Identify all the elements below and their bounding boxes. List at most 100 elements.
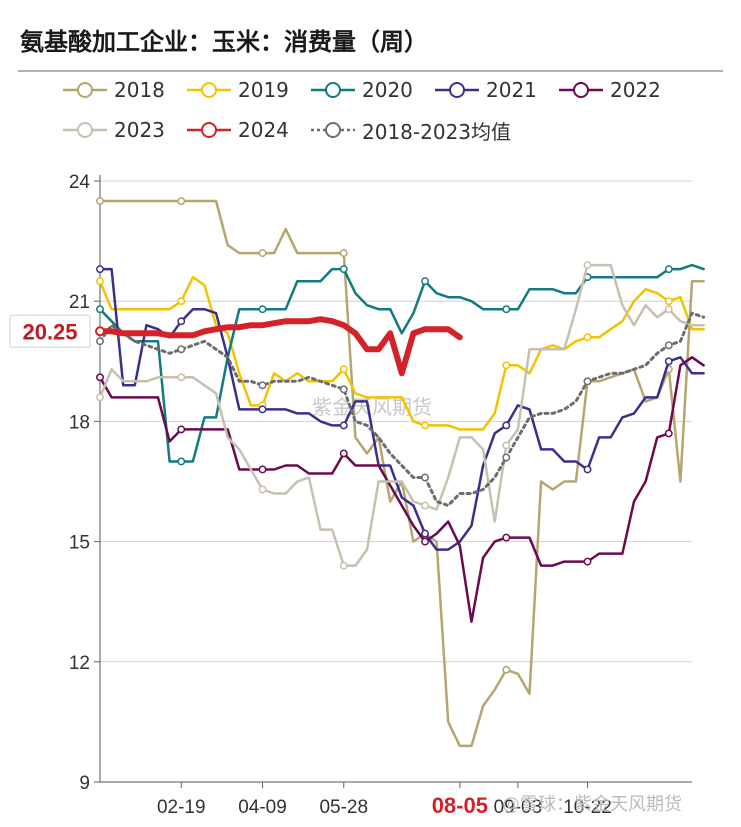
series-marker-2021: [502, 421, 511, 430]
legend-label: 2022: [610, 78, 661, 102]
legend-label: 2020: [362, 78, 413, 102]
series-marker-2020: [96, 305, 104, 314]
series-marker-2021: [664, 357, 673, 366]
series-marker-2020: [177, 457, 186, 466]
series-line-2019: [98, 275, 705, 431]
series-marker-2021: [177, 317, 186, 326]
legend-item: 2018-2023均值: [310, 116, 511, 144]
y-tick-label: 15: [69, 533, 90, 554]
series-marker-2021: [339, 421, 348, 430]
legend-label: 2018-2023均值: [362, 119, 512, 144]
legend-item: 2018: [62, 76, 165, 104]
y-tick-label: 18: [69, 412, 90, 433]
legend-swatch: [311, 122, 355, 138]
series-marker-2023: [421, 501, 429, 510]
y-tick-label: 21: [69, 292, 90, 313]
legend-item: 2019: [186, 76, 289, 104]
series-marker-2023: [96, 393, 104, 402]
chart-watermark: 紫金天风期货: [312, 395, 432, 419]
x-tick-label: 04-09: [238, 797, 287, 818]
legend-item: 2022: [558, 76, 661, 104]
series-line-2023: [98, 263, 705, 567]
series-marker-2018: [339, 249, 348, 258]
title-divider: [18, 70, 723, 72]
legend-swatch: [63, 82, 107, 98]
series-line-2021: [98, 267, 705, 551]
series-marker-2018-2023均值: [583, 377, 592, 386]
y-tick-label: 9: [79, 773, 90, 794]
series-marker-2021: [258, 405, 267, 414]
legend-item: 2020: [310, 76, 413, 104]
series-marker-2023: [664, 305, 673, 314]
series-marker-2019: [664, 297, 673, 306]
chart-title: 氨基酸加工企业：玉米：消费量（周）: [20, 27, 428, 56]
series-marker-2019: [583, 333, 592, 342]
current-value-marker: [95, 326, 105, 337]
series-marker-2023: [258, 485, 267, 494]
series-line-2020: [98, 263, 705, 463]
series-marker-2019: [96, 277, 104, 286]
series-marker-2022: [502, 533, 511, 542]
legend-swatch: [435, 82, 479, 98]
series-marker-2022: [177, 425, 186, 434]
series-marker-2020: [339, 265, 348, 274]
series-marker-2021: [583, 465, 592, 474]
legend-swatch: [311, 82, 355, 98]
series-marker-2022: [664, 429, 673, 438]
x-tick-label: 08-05: [432, 793, 488, 818]
series-marker-2018-2023均值: [96, 337, 104, 346]
series-marker-2018: [502, 665, 511, 674]
y-tick-label: 12: [69, 653, 90, 674]
series-marker-2020: [258, 305, 267, 314]
series-marker-2018-2023均值: [258, 381, 267, 390]
series-marker-2022: [421, 537, 429, 546]
series-marker-2018-2023均值: [502, 453, 511, 462]
series-marker-2018: [96, 197, 104, 205]
series-marker-2023: [583, 261, 592, 270]
series-marker-2020: [664, 265, 673, 274]
x-tick-label: 10-22: [563, 797, 612, 818]
series-marker-2023: [339, 561, 348, 570]
series-marker-2021: [96, 265, 104, 274]
footer-watermark: @雪球：紫金天风期货: [502, 794, 682, 815]
legend-swatch: [187, 82, 231, 98]
current-value-label: 20.25: [22, 319, 77, 344]
series-marker-2022: [583, 557, 592, 566]
series-marker-2018-2023均值: [664, 341, 673, 350]
series-marker-2019: [177, 297, 186, 306]
series-marker-2023: [502, 441, 511, 450]
legend-label: 2024: [238, 118, 289, 142]
series-marker-2019: [339, 365, 348, 374]
legend-swatch: [187, 122, 231, 138]
series-line-2022: [98, 356, 705, 623]
series-marker-2018: [258, 249, 267, 258]
x-tick-label: 09-03: [494, 797, 543, 818]
series-marker-2022: [258, 465, 267, 474]
series-marker-2019: [421, 421, 429, 430]
series-marker-2018-2023均值: [177, 345, 186, 354]
series-marker-2019: [502, 361, 511, 370]
legend-swatch: [559, 82, 603, 98]
current-value-box: [9, 314, 91, 348]
y-tick-label: 24: [69, 172, 91, 193]
legend-swatch: [63, 122, 107, 138]
legend-item: 2021: [434, 76, 537, 104]
series-marker-2018-2023均值: [339, 385, 348, 394]
series-line-2018-2023均值: [98, 311, 706, 507]
series-marker-2020: [421, 277, 429, 286]
series-marker-2022: [96, 373, 104, 382]
series-marker-2018: [177, 197, 186, 205]
x-tick-label: 02-19: [157, 797, 206, 818]
series-marker-2022: [339, 449, 348, 458]
legend-label: 2018: [114, 78, 165, 102]
legend-item: 2024: [186, 116, 289, 144]
x-tick-label: 05-28: [319, 797, 368, 818]
series-marker-2021: [421, 529, 429, 538]
series-marker-2018-2023均值: [421, 473, 429, 482]
series-marker-2020: [502, 305, 511, 314]
series-line-2024: [97, 316, 463, 377]
legend-label: 2021: [486, 78, 537, 102]
series-marker-2023: [177, 373, 186, 382]
legend-label: 2019: [238, 78, 289, 102]
